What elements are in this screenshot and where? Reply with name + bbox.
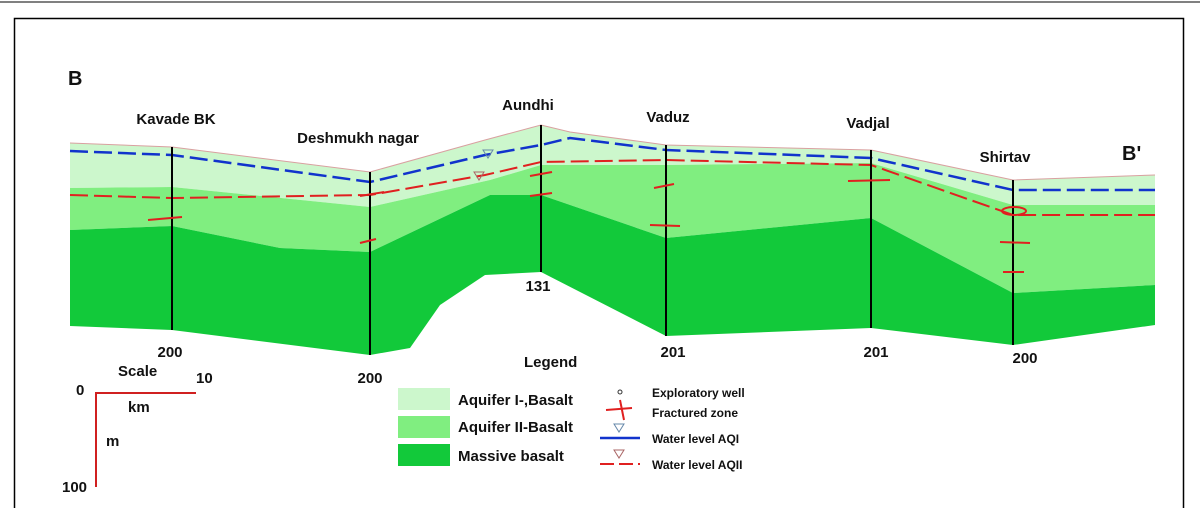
well-depth: 201 — [660, 344, 685, 361]
scale-x-unit: km — [128, 399, 150, 416]
section-end: B' — [1122, 143, 1141, 165]
legend-title: Legend — [524, 354, 577, 371]
well-name: Vaduz — [646, 109, 689, 126]
legend-swatch — [398, 388, 450, 410]
well-name: Shirtav — [980, 149, 1032, 166]
legend-swatch — [398, 444, 450, 466]
scale-y-unit: m — [106, 433, 119, 450]
well-depth: 201 — [863, 344, 888, 361]
scale-x-end: 10 — [196, 370, 213, 387]
cross-section: B B' Kavade BK Deshmukh nagar Aundhi Vad… — [0, 0, 1200, 508]
legend-unit: Massive basalt — [458, 448, 564, 465]
well-depth: 200 — [357, 370, 382, 387]
well-name: Aundhi — [502, 97, 554, 114]
scale-title: Scale — [118, 363, 157, 380]
well-name: Kavade BK — [136, 111, 215, 128]
scale-y-end: 100 — [62, 479, 87, 496]
well-name: Deshmukh nagar — [297, 130, 419, 147]
well-depth: 131 — [525, 278, 550, 295]
legend-symbol-label: Water level AQII — [652, 458, 742, 472]
legend-unit: Aquifer II-Basalt — [458, 419, 573, 436]
legend-fracture-symbol — [606, 400, 632, 420]
section-start: B — [68, 68, 82, 90]
legend-aq2-symbol — [614, 450, 624, 458]
legend-aq1-symbol — [614, 424, 624, 432]
well-name: Vadjal — [846, 115, 889, 132]
legend-unit: Aquifer I-,Basalt — [458, 392, 573, 409]
legend-symbol-label: Exploratory well — [652, 386, 745, 400]
well-depth: 200 — [157, 344, 182, 361]
legend-symbol-label: Water level AQI — [652, 432, 739, 446]
legend-swatch — [398, 416, 450, 438]
legend-well-symbol — [618, 390, 622, 394]
scale-x-start: 0 — [76, 382, 84, 399]
well-depth: 200 — [1012, 350, 1037, 367]
legend-symbol-label: Fractured zone — [652, 406, 738, 420]
